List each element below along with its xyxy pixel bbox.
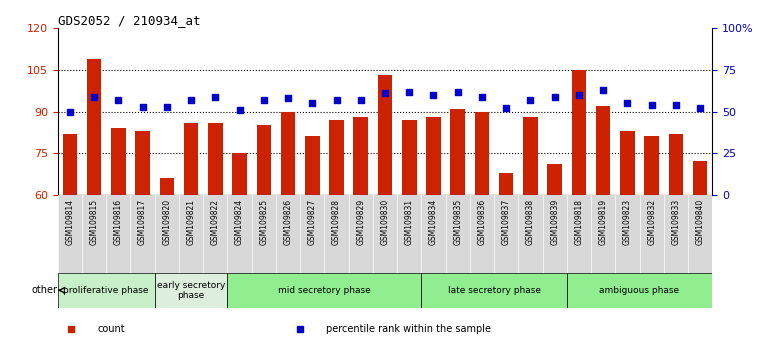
Point xyxy=(694,105,706,111)
Text: count: count xyxy=(97,324,125,334)
Text: mid secretory phase: mid secretory phase xyxy=(278,286,371,295)
Text: GSM109835: GSM109835 xyxy=(454,199,462,245)
Point xyxy=(500,105,512,111)
Point xyxy=(427,92,440,98)
Bar xyxy=(620,131,634,195)
Point xyxy=(233,107,246,113)
Text: GSM109816: GSM109816 xyxy=(114,199,123,245)
Point xyxy=(185,97,197,103)
Text: GSM109839: GSM109839 xyxy=(551,199,559,245)
Point xyxy=(112,97,125,103)
Bar xyxy=(136,131,150,195)
Text: ambiguous phase: ambiguous phase xyxy=(600,286,680,295)
Text: other: other xyxy=(32,285,57,295)
Bar xyxy=(281,112,296,195)
Text: GDS2052 / 210934_at: GDS2052 / 210934_at xyxy=(58,14,200,27)
Text: proliferative phase: proliferative phase xyxy=(63,286,149,295)
Bar xyxy=(596,106,611,195)
Bar xyxy=(693,161,708,195)
Bar xyxy=(402,120,417,195)
Point xyxy=(621,101,634,106)
Text: GSM109830: GSM109830 xyxy=(380,199,390,245)
Bar xyxy=(256,125,271,195)
Bar xyxy=(87,59,102,195)
Text: GSM109833: GSM109833 xyxy=(671,199,681,245)
Bar xyxy=(159,178,174,195)
Text: early secretory
phase: early secretory phase xyxy=(157,281,226,300)
Text: late secretory phase: late secretory phase xyxy=(447,286,541,295)
Bar xyxy=(305,137,320,195)
Point xyxy=(476,94,488,99)
Text: GSM109838: GSM109838 xyxy=(526,199,535,245)
Point xyxy=(573,92,585,98)
Point xyxy=(209,94,222,99)
Bar xyxy=(644,137,659,195)
Point xyxy=(136,104,149,109)
Point xyxy=(451,89,464,95)
Bar xyxy=(62,134,77,195)
Text: GSM109818: GSM109818 xyxy=(574,199,584,245)
Point xyxy=(258,97,270,103)
Text: GSM109820: GSM109820 xyxy=(162,199,172,245)
Point xyxy=(282,95,294,101)
Text: GSM109827: GSM109827 xyxy=(308,199,316,245)
Bar xyxy=(155,273,227,308)
Text: GSM109819: GSM109819 xyxy=(598,199,608,245)
Point xyxy=(355,97,367,103)
Bar xyxy=(571,70,586,195)
Text: GSM109823: GSM109823 xyxy=(623,199,632,245)
Point xyxy=(379,90,391,96)
Text: GSM109822: GSM109822 xyxy=(211,199,219,245)
Text: GSM109814: GSM109814 xyxy=(65,199,75,245)
Point xyxy=(161,104,173,109)
Text: GSM109825: GSM109825 xyxy=(259,199,268,245)
Text: GSM109815: GSM109815 xyxy=(89,199,99,245)
Text: GSM109831: GSM109831 xyxy=(405,199,413,245)
Text: GSM109834: GSM109834 xyxy=(429,199,438,245)
Point xyxy=(330,97,343,103)
Bar xyxy=(474,112,489,195)
Bar xyxy=(227,273,421,308)
Point xyxy=(403,89,415,95)
Bar xyxy=(427,117,440,195)
Text: GSM109837: GSM109837 xyxy=(502,199,511,245)
Point xyxy=(597,87,609,93)
Point xyxy=(64,109,76,114)
Bar xyxy=(353,117,368,195)
Bar xyxy=(184,122,199,195)
Bar xyxy=(58,273,155,308)
Point xyxy=(670,102,682,108)
Point xyxy=(524,97,537,103)
Bar xyxy=(330,120,343,195)
Bar xyxy=(450,109,465,195)
Text: GSM109836: GSM109836 xyxy=(477,199,487,245)
Bar xyxy=(567,273,712,308)
Bar xyxy=(378,75,392,195)
Text: GSM109840: GSM109840 xyxy=(695,199,705,245)
Bar xyxy=(523,117,537,195)
Text: GSM109828: GSM109828 xyxy=(332,199,341,245)
Text: GSM109832: GSM109832 xyxy=(647,199,656,245)
Text: GSM109824: GSM109824 xyxy=(235,199,244,245)
Bar xyxy=(547,164,562,195)
Bar xyxy=(111,128,126,195)
Bar xyxy=(499,172,514,195)
Point xyxy=(548,94,561,99)
Text: GSM109817: GSM109817 xyxy=(138,199,147,245)
Text: GSM109821: GSM109821 xyxy=(186,199,196,245)
Text: GSM109829: GSM109829 xyxy=(357,199,365,245)
Point xyxy=(88,94,100,99)
Point xyxy=(306,101,319,106)
Text: percentile rank within the sample: percentile rank within the sample xyxy=(326,324,491,334)
Point xyxy=(645,102,658,108)
Text: GSM109826: GSM109826 xyxy=(283,199,293,245)
Bar xyxy=(233,153,247,195)
Bar xyxy=(421,273,567,308)
Bar xyxy=(668,134,683,195)
Bar xyxy=(208,122,223,195)
